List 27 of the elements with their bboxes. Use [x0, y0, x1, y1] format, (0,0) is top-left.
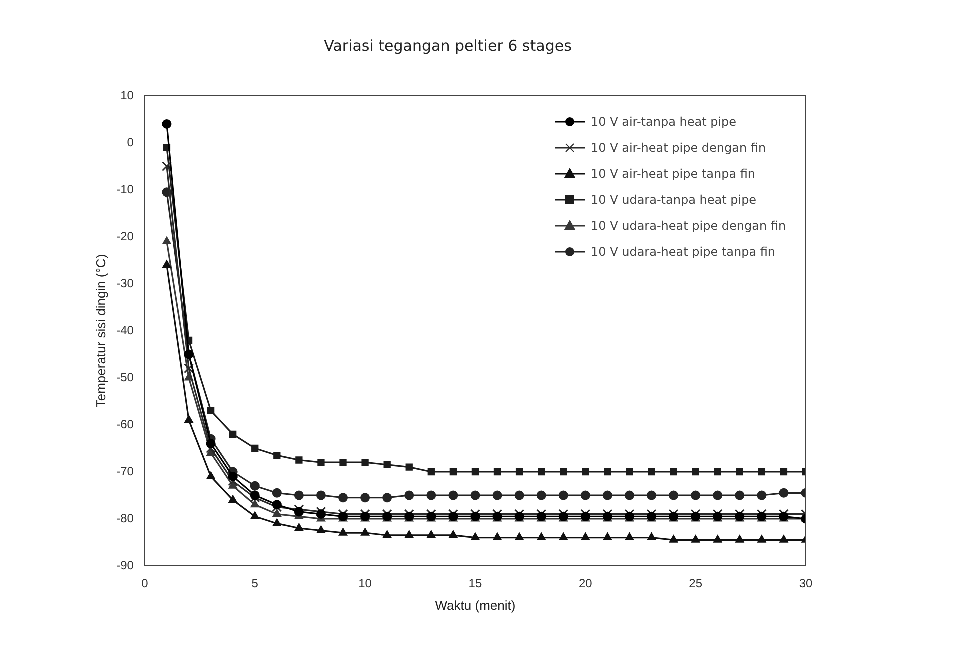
y-axis-title: Temperatur sisi dingin (°C): [93, 254, 108, 408]
x-tick-label: 20: [578, 576, 593, 591]
x-tick-label: 10: [358, 576, 372, 591]
x-tick-label: 25: [689, 576, 703, 591]
y-tick-label: -50: [116, 370, 134, 384]
y-tick-label: -80: [116, 511, 134, 526]
legend-label: 10 V air-heat pipe tanpa fin: [591, 167, 756, 181]
x-tick-label: 5: [252, 576, 259, 591]
y-tick-label: -10: [116, 182, 134, 196]
legend-label: 10 V udara-heat pipe tanpa fin: [591, 245, 776, 259]
x-axis-title: Waktu (menit): [435, 598, 516, 613]
y-tick-label: -90: [116, 558, 134, 572]
legend-label: 10 V air-tanpa heat pipe: [591, 115, 737, 129]
legend-label: 10 V udara-heat pipe dengan fin: [591, 219, 786, 233]
y-tick-label: 0: [127, 135, 134, 150]
chart-title: Variasi tegangan peltier 6 stages: [324, 36, 572, 55]
legend-label: 10 V udara-tanpa heat pipe: [591, 193, 757, 207]
y-tick-label: -70: [116, 464, 134, 478]
y-tick-label: -30: [116, 276, 134, 290]
y-tick-label: -40: [116, 323, 134, 338]
y-tick-label: 10: [120, 88, 134, 102]
y-tick-label: -60: [116, 417, 134, 432]
x-tick-label: 0: [142, 576, 149, 591]
y-tick-label: -20: [116, 229, 134, 244]
x-tick-label: 30: [799, 576, 813, 591]
x-tick-label: 15: [468, 576, 482, 591]
legend-label: 10 V air-heat pipe dengan fin: [591, 141, 766, 155]
